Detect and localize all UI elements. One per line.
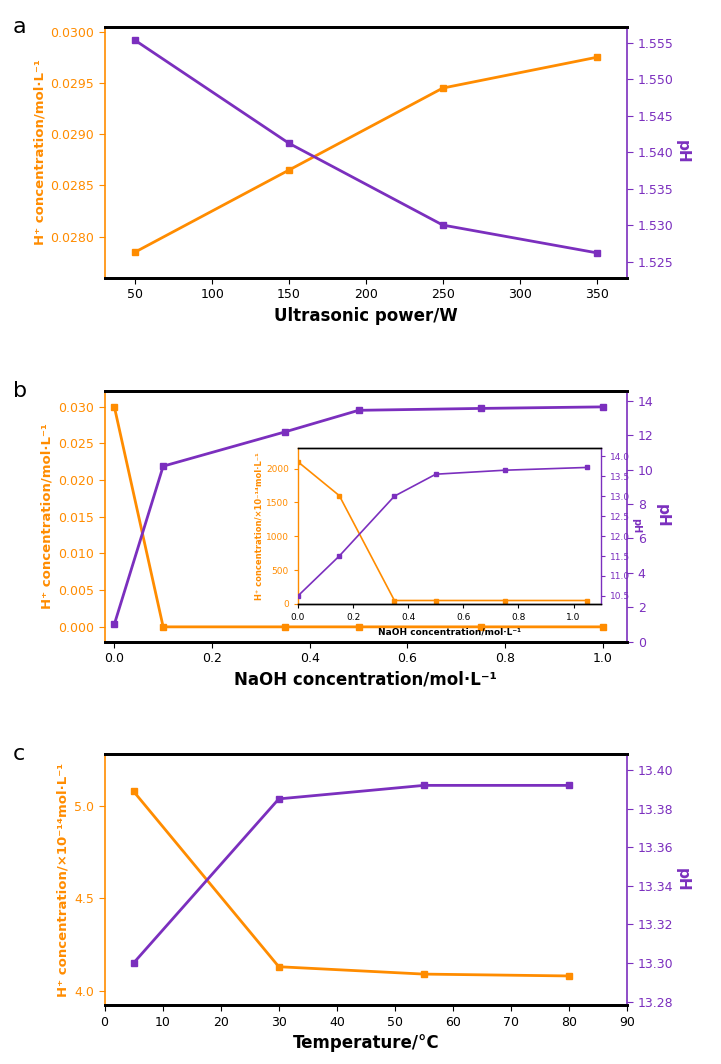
Y-axis label: H⁺ concentration/×10⁻¹⁴mol·L⁻¹: H⁺ concentration/×10⁻¹⁴mol·L⁻¹ <box>57 763 70 997</box>
Text: a: a <box>13 17 27 36</box>
Text: b: b <box>13 381 27 400</box>
Y-axis label: H⁺ concentration/mol·L⁻¹: H⁺ concentration/mol·L⁻¹ <box>41 423 54 609</box>
X-axis label: Ultrasonic power/W: Ultrasonic power/W <box>274 306 458 325</box>
Y-axis label: pH: pH <box>676 140 690 164</box>
Y-axis label: H⁺ concentration/mol·L⁻¹: H⁺ concentration/mol·L⁻¹ <box>33 60 46 245</box>
Text: c: c <box>13 745 25 764</box>
Y-axis label: pH: pH <box>675 868 690 892</box>
X-axis label: Temperature/°C: Temperature/°C <box>293 1034 439 1052</box>
Y-axis label: pH: pH <box>655 504 671 528</box>
Y-axis label: pH: pH <box>632 518 642 534</box>
X-axis label: NaOH concentration/mol·L⁻¹: NaOH concentration/mol·L⁻¹ <box>234 670 497 688</box>
